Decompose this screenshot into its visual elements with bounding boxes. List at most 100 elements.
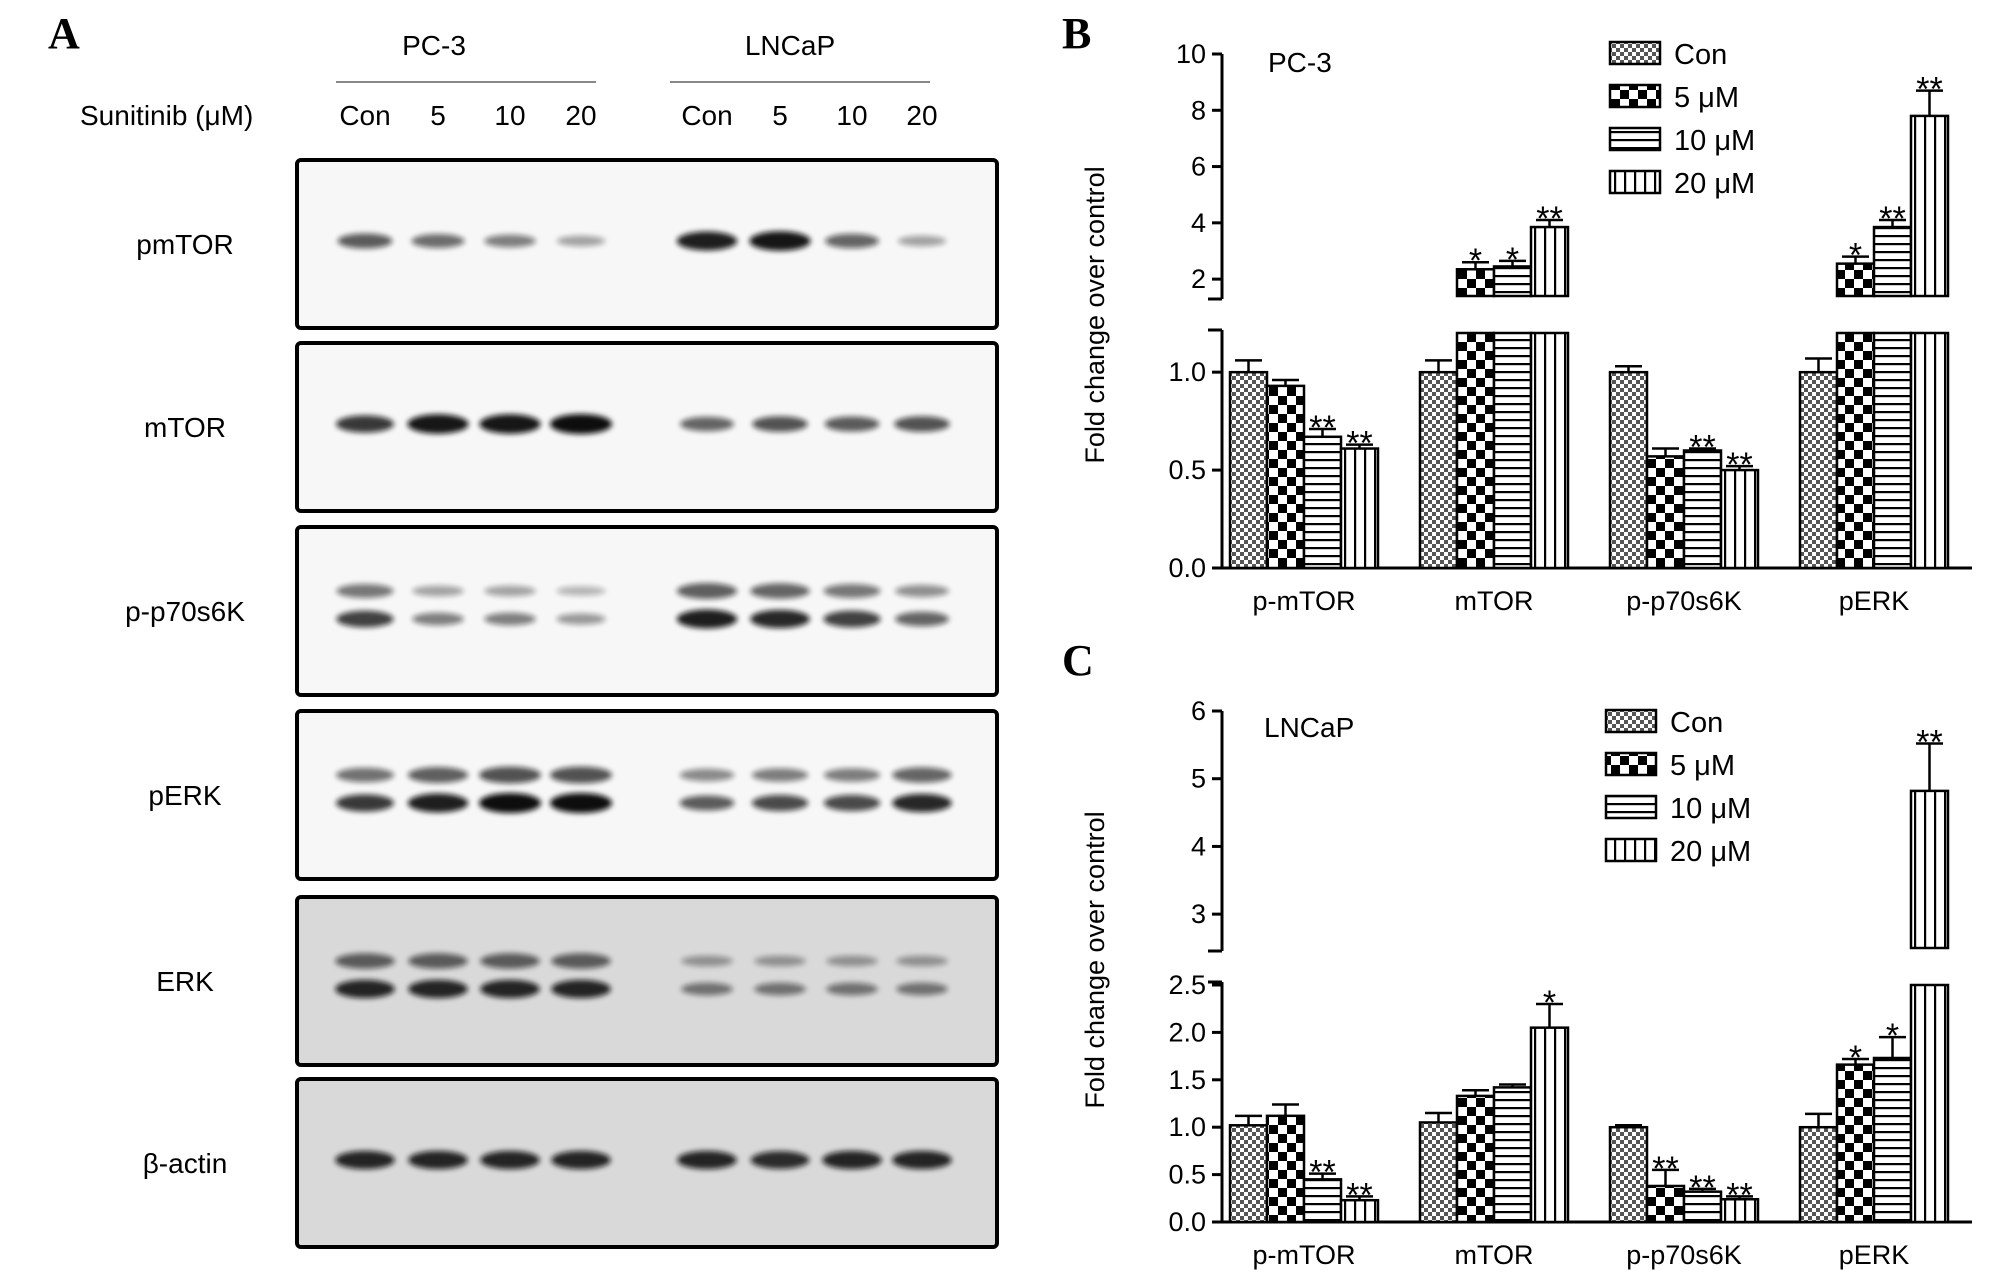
bar [1529, 331, 1570, 570]
lane-labels: Con 5 10 20 Con 5 10 20 [339, 100, 937, 131]
blot-band [480, 1150, 540, 1170]
legend-label: 5 μM [1670, 750, 1735, 782]
blot-strip: p-p70s6K [125, 525, 999, 697]
blot-label: pERK [148, 780, 221, 811]
blot-frame [295, 895, 999, 1067]
blot-band [551, 979, 611, 999]
blot-band [412, 612, 464, 626]
y-tick-label: 6 [1191, 152, 1206, 182]
bar [1608, 370, 1649, 570]
panel-c-cell-line: LNCaP [1264, 712, 1354, 743]
bar [1682, 449, 1723, 570]
blot-strip: ERK [156, 895, 999, 1067]
bar [1418, 1121, 1459, 1224]
blot-band-upper [556, 586, 606, 596]
y-tick-label: 1.0 [1168, 1112, 1206, 1142]
blot-band [679, 795, 735, 811]
y-tick-label: 0.5 [1168, 455, 1206, 485]
blot-band-upper [750, 583, 810, 599]
y-tick-label: 4 [1191, 831, 1206, 861]
western-blot-panel: A PC-3 LNCaP Sunitinib (μM) Con 5 10 20 Con 5… [48, 9, 999, 1249]
x-category-label: p-p70s6K [1626, 1240, 1742, 1270]
blot-band [892, 793, 952, 813]
bar [1492, 1086, 1533, 1224]
blot-band [551, 1150, 611, 1170]
legend-swatch [1608, 83, 1662, 109]
y-tick-label: 0.5 [1168, 1160, 1206, 1190]
bar [1228, 1124, 1269, 1224]
legend-swatch [1608, 40, 1662, 66]
cell-line-pc3-label: PC-3 [402, 30, 466, 61]
bar [1492, 331, 1533, 570]
significance-marker: ** [1726, 1176, 1752, 1214]
y-tick-label: 3 [1191, 899, 1206, 929]
blot-band [826, 982, 878, 996]
blot-band-upper [551, 953, 611, 969]
blot-band-upper [751, 768, 809, 782]
blot-band [407, 414, 469, 434]
bar [1228, 370, 1269, 570]
significance-marker: ** [1726, 446, 1752, 484]
legend-label: 10 μM [1670, 793, 1751, 825]
x-category-label: p-mTOR [1252, 586, 1355, 616]
blot-band-upper [335, 953, 395, 969]
blot-label: mTOR [144, 412, 226, 443]
chart-panel-b: B Fold change over control PC-3 0.0 0.5 1.… [1062, 9, 1972, 616]
y-tick-label: 2.0 [1168, 1017, 1206, 1047]
lane-label: 5 [772, 100, 788, 131]
blot-band [750, 609, 810, 629]
blot-band [677, 1150, 737, 1170]
blot-band-upper [681, 955, 733, 967]
y-tick-label: 2 [1191, 264, 1206, 294]
blot-band [556, 613, 606, 625]
blot-band [750, 1151, 810, 1169]
significance-marker: * [1849, 1039, 1862, 1077]
panel-b-cell-line: PC-3 [1268, 47, 1332, 78]
blot-band [751, 794, 809, 812]
legend-swatch [1608, 126, 1662, 152]
bar [1302, 435, 1343, 570]
legend-swatch [1604, 794, 1658, 820]
significance-marker: ** [1309, 409, 1335, 447]
bar [1798, 370, 1839, 570]
x-category-label: p-p70s6K [1626, 586, 1742, 616]
blot-band [895, 611, 949, 627]
significance-marker: ** [1346, 1176, 1372, 1214]
blot-band [894, 416, 950, 432]
blot-band-upper [754, 955, 806, 967]
significance-marker: ** [1536, 200, 1562, 238]
x-category-label: mTOR [1455, 586, 1534, 616]
blot-band [897, 235, 947, 247]
blot-band [676, 609, 738, 629]
y-tick-label: 0.0 [1168, 553, 1206, 583]
blot-band [676, 231, 738, 251]
significance-marker: ** [1689, 1169, 1715, 1207]
blot-band [335, 979, 395, 999]
blot-band [480, 979, 540, 999]
blot-band [556, 235, 606, 247]
blot-band [550, 793, 612, 813]
chart-c-plot: 0.00.51.01.52.02.53456p-mTOR****mTOR*p-p… [1168, 696, 1972, 1270]
significance-marker: ** [1652, 1150, 1678, 1188]
y-tick-label: 10 [1176, 39, 1206, 69]
blot-band-upper [480, 953, 540, 969]
blot-band [337, 233, 393, 249]
legend-swatch [1604, 708, 1658, 734]
blot-band [484, 234, 536, 248]
blot-band-upper [679, 768, 735, 782]
blot-frame [295, 709, 999, 881]
legend-swatch [1608, 169, 1662, 195]
blot-frame [295, 525, 999, 697]
blot-band-upper [826, 955, 878, 967]
legend-label: Con [1670, 707, 1723, 739]
blot-band-upper [896, 955, 948, 967]
y-tick-label: 4 [1191, 208, 1206, 238]
legend-label: 20 μM [1674, 168, 1755, 200]
x-category-label: p-mTOR [1252, 1240, 1355, 1270]
blot-band [680, 416, 734, 432]
bar [1798, 1125, 1839, 1224]
blot-band-upper [823, 768, 881, 782]
lane-label: 10 [836, 100, 867, 131]
